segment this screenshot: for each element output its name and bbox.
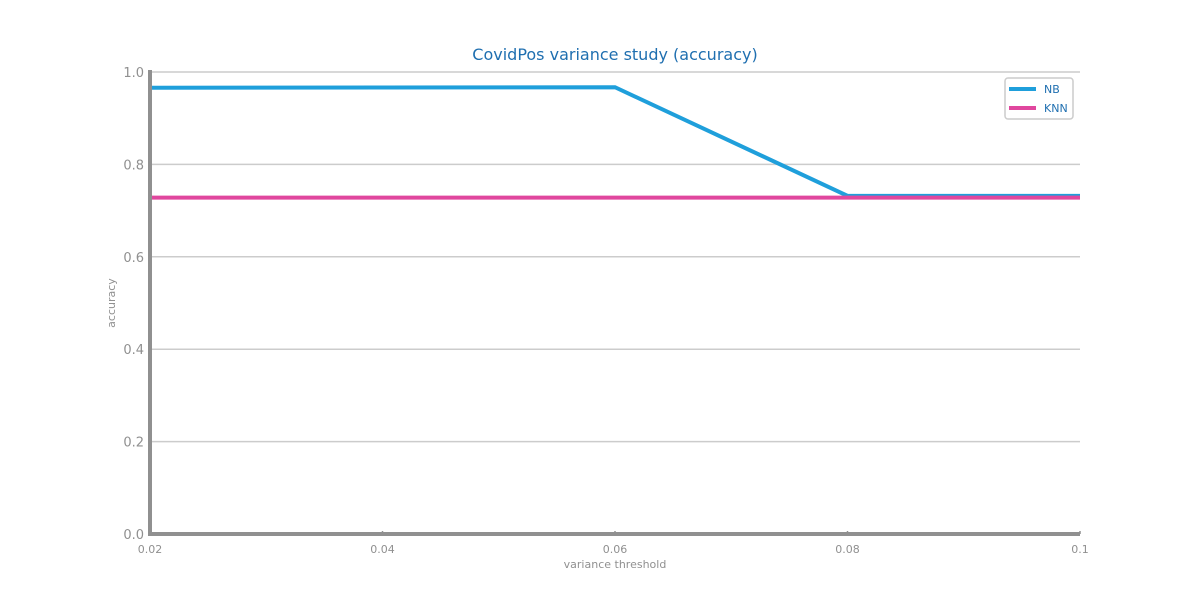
legend-entry: NB: [1044, 83, 1060, 96]
legend: NB KNN: [1004, 77, 1074, 120]
y-tick-label: 0.8: [123, 158, 144, 173]
x-tick-label: 0.06: [603, 543, 628, 556]
chart-title: CovidPos variance study (accuracy): [472, 45, 757, 64]
x-tick-label: 0.04: [370, 543, 395, 556]
series-line-nb: [149, 85, 1080, 198]
series-lines: [149, 85, 1080, 200]
x-axis-label: variance threshold: [564, 558, 667, 571]
legend-entry: KNN: [1044, 102, 1068, 115]
tick-labels: 0.0 0.2 0.4 0.6 0.8 1.0 0.02 0.04 0.06 0.08 0.1: [123, 66, 1088, 556]
grid-lines: [150, 71, 1080, 443]
y-tick-label: 0.2: [123, 436, 144, 451]
x-tick-label: 0.1: [1071, 543, 1089, 556]
x-tick-label: 0.02: [138, 543, 163, 556]
y-tick-label: 0.6: [123, 251, 144, 266]
y-axis-label: accuracy: [105, 278, 118, 328]
axes: [148, 70, 1081, 536]
y-tick-label: 0.0: [123, 528, 144, 543]
y-tick-label: 1.0: [123, 66, 144, 81]
x-tick-label: 0.08: [835, 543, 860, 556]
y-tick-label: 0.4: [123, 343, 144, 358]
